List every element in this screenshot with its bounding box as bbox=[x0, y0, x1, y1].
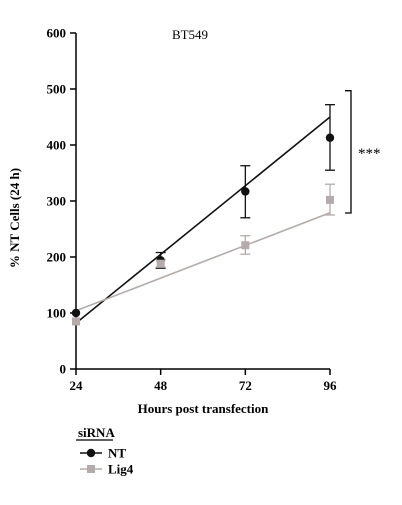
y-tick-label: 400 bbox=[47, 138, 67, 153]
data-point-nt bbox=[325, 133, 335, 142]
significance-bracket bbox=[345, 90, 352, 214]
significance-label: *** bbox=[358, 146, 381, 162]
legend-title: siRNA bbox=[78, 425, 115, 440]
legend-label: NT bbox=[108, 446, 126, 461]
x-tick-label: 24 bbox=[70, 378, 84, 393]
data-point-lig4 bbox=[156, 259, 165, 268]
y-tick-label: 0 bbox=[60, 362, 67, 377]
x-tick-label: 96 bbox=[324, 378, 338, 393]
legend-item-nt: NT bbox=[80, 446, 126, 461]
x-tick-label: 48 bbox=[154, 378, 168, 393]
y-tick-label: 100 bbox=[47, 306, 67, 321]
x-axis-title: Hours post transfection bbox=[138, 401, 269, 416]
legend-item-lig4: Lig4 bbox=[80, 462, 134, 477]
y-axis-title: % NT Cells (24 h) bbox=[7, 168, 22, 268]
regression-lines bbox=[75, 116, 331, 324]
y-tick-label: 500 bbox=[47, 82, 67, 97]
data-point-nt bbox=[71, 308, 81, 318]
y-tick-label: 300 bbox=[47, 194, 67, 209]
legend-label: Lig4 bbox=[108, 462, 134, 477]
y-tick-label: 600 bbox=[47, 26, 67, 41]
data-point-lig4 bbox=[241, 241, 250, 250]
chart-title: BT549 bbox=[172, 27, 208, 42]
data-point-nt bbox=[241, 187, 250, 196]
data-markers bbox=[71, 133, 335, 326]
x-tick-label: 72 bbox=[239, 378, 252, 393]
significance-annotation: *** bbox=[345, 90, 381, 214]
fit-line-nt bbox=[75, 116, 331, 324]
legend-marker bbox=[87, 465, 95, 473]
fit-line-lig4 bbox=[75, 212, 331, 312]
legend-marker bbox=[86, 448, 96, 458]
data-point-lig4 bbox=[72, 317, 80, 326]
y-tick-label: 200 bbox=[47, 250, 67, 265]
data-point-lig4 bbox=[326, 195, 334, 204]
axes: 0 100 200 300 400 500 600 24 48 72 96 bbox=[47, 26, 338, 394]
